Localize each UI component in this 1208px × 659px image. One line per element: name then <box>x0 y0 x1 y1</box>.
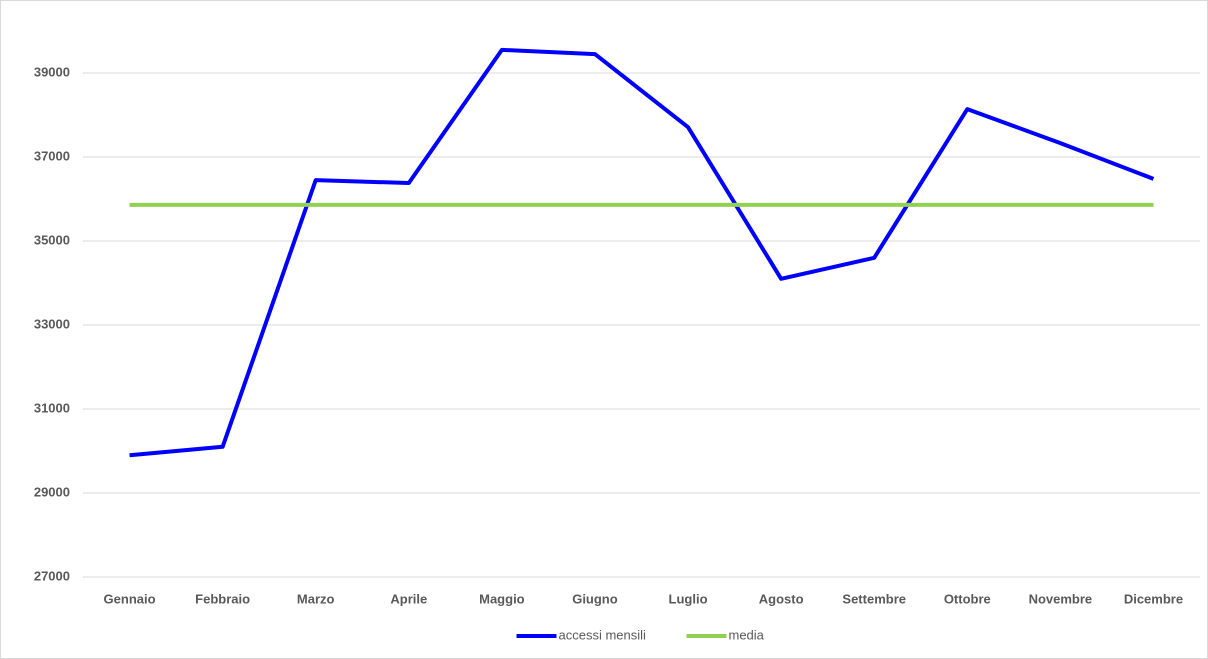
x-tick-label: Gennaio <box>104 591 156 606</box>
y-tick-label: 27000 <box>34 568 70 583</box>
x-tick-label: Ottobre <box>944 591 991 606</box>
y-tick-label: 33000 <box>34 316 70 331</box>
y-tick-label: 29000 <box>34 484 70 499</box>
y-tick-label: 35000 <box>34 232 70 247</box>
x-tick-label: Novembre <box>1029 591 1093 606</box>
y-tick-label: 37000 <box>34 148 70 163</box>
x-tick-label: Agosto <box>759 591 804 606</box>
y-tick-label: 31000 <box>34 400 70 415</box>
y-tick-label: 39000 <box>34 64 70 79</box>
x-tick-label: Aprile <box>390 591 427 606</box>
x-tick-label: Giugno <box>572 591 618 606</box>
x-tick-label: Marzo <box>297 591 335 606</box>
x-tick-label: Maggio <box>479 591 525 606</box>
series-line <box>129 47 1155 458</box>
x-tick-label: Febbraio <box>195 591 250 606</box>
legend-label: accessi mensili <box>559 627 647 642</box>
x-tick-label: Luglio <box>669 591 708 606</box>
legend-label: media <box>729 627 765 642</box>
x-tick-label: Settembre <box>842 591 906 606</box>
x-tick-label: Dicembre <box>1124 591 1183 606</box>
